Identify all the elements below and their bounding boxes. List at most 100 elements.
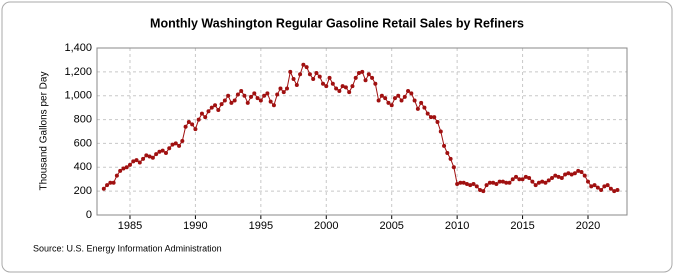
data-point (435, 119, 440, 124)
data-point (108, 180, 113, 185)
data-point (399, 98, 404, 103)
data-point (298, 72, 303, 77)
y-tick-label: 0 (86, 209, 92, 221)
data-point (615, 187, 620, 192)
data-point (147, 154, 152, 159)
data-point (569, 172, 574, 177)
data-point (343, 85, 348, 90)
data-point (559, 176, 564, 181)
data-point (356, 71, 361, 76)
data-point (422, 105, 427, 110)
data-point (141, 156, 146, 161)
data-point (419, 100, 424, 105)
data-point (383, 96, 388, 101)
x-tick-label: 2015 (510, 220, 534, 232)
x-tick-label: 2005 (379, 220, 403, 232)
y-tick-label: 1,400 (64, 42, 92, 54)
x-tick-label: 2020 (576, 220, 600, 232)
data-point (160, 148, 165, 153)
data-point (442, 143, 447, 148)
data-point (406, 88, 411, 93)
data-point (314, 71, 319, 76)
data-point (340, 84, 345, 89)
data-point (458, 180, 463, 185)
data-point (386, 100, 391, 105)
y-tick-label: 400 (74, 161, 92, 173)
data-point (304, 65, 309, 70)
data-point (275, 92, 280, 97)
data-point (127, 162, 132, 167)
data-point (111, 180, 116, 185)
y-tick-label: 1,200 (64, 66, 92, 78)
x-tick-label: 1995 (249, 220, 273, 232)
data-point (582, 173, 587, 178)
y-axis-label: Thousand Gallons per Day (39, 72, 50, 191)
data-point (556, 174, 561, 179)
data-point (589, 184, 594, 189)
plot-area (96, 47, 628, 216)
data-point (170, 142, 175, 147)
y-tick-label: 200 (74, 185, 92, 197)
data-point (409, 91, 414, 96)
x-tick-label: 1990 (183, 220, 207, 232)
data-point (157, 149, 162, 154)
data-point (163, 150, 168, 155)
data-point (523, 174, 528, 179)
data-point (213, 103, 218, 108)
data-point (491, 180, 496, 185)
y-tick-label: 1,000 (64, 90, 92, 102)
data-point (389, 103, 394, 108)
data-point (281, 90, 286, 95)
data-point (579, 170, 584, 175)
data-point (366, 72, 371, 77)
data-point (572, 171, 577, 176)
data-point (209, 105, 214, 110)
data-point (602, 184, 607, 189)
data-point (530, 179, 535, 184)
data-point (370, 75, 375, 80)
data-point (334, 86, 339, 91)
data-point (186, 119, 191, 124)
data-point (177, 143, 182, 148)
data-point (487, 180, 492, 185)
data-point (190, 122, 195, 127)
data-point (278, 86, 283, 91)
data-point (271, 103, 276, 108)
data-point (245, 100, 250, 105)
data-point (311, 77, 316, 82)
data-point (307, 72, 312, 77)
data-point (396, 93, 401, 98)
data-point (432, 115, 437, 120)
data-point (553, 173, 558, 178)
data-point (252, 91, 257, 96)
data-point (373, 81, 378, 86)
data-point (608, 186, 613, 191)
data-point (448, 156, 453, 161)
data-point (173, 141, 178, 146)
data-point (327, 75, 332, 80)
data-point (226, 93, 231, 98)
data-point (196, 117, 201, 122)
data-point (563, 172, 568, 177)
y-tick-label: 800 (74, 113, 92, 125)
data-point (235, 92, 240, 97)
data-point (543, 180, 548, 185)
data-point (291, 77, 296, 82)
data-point (105, 183, 110, 188)
data-point (294, 82, 299, 87)
data-point (507, 180, 512, 185)
data-point (288, 69, 293, 74)
data-point (576, 168, 581, 173)
data-point (415, 106, 420, 111)
data-point (500, 179, 505, 184)
data-point (599, 187, 604, 192)
data-point (527, 176, 532, 181)
data-point (265, 91, 270, 96)
data-point (183, 124, 188, 129)
data-point (285, 86, 290, 91)
x-tick-label: 2010 (445, 220, 469, 232)
data-point (154, 152, 159, 157)
data-point (517, 177, 522, 182)
data-point (337, 88, 342, 93)
